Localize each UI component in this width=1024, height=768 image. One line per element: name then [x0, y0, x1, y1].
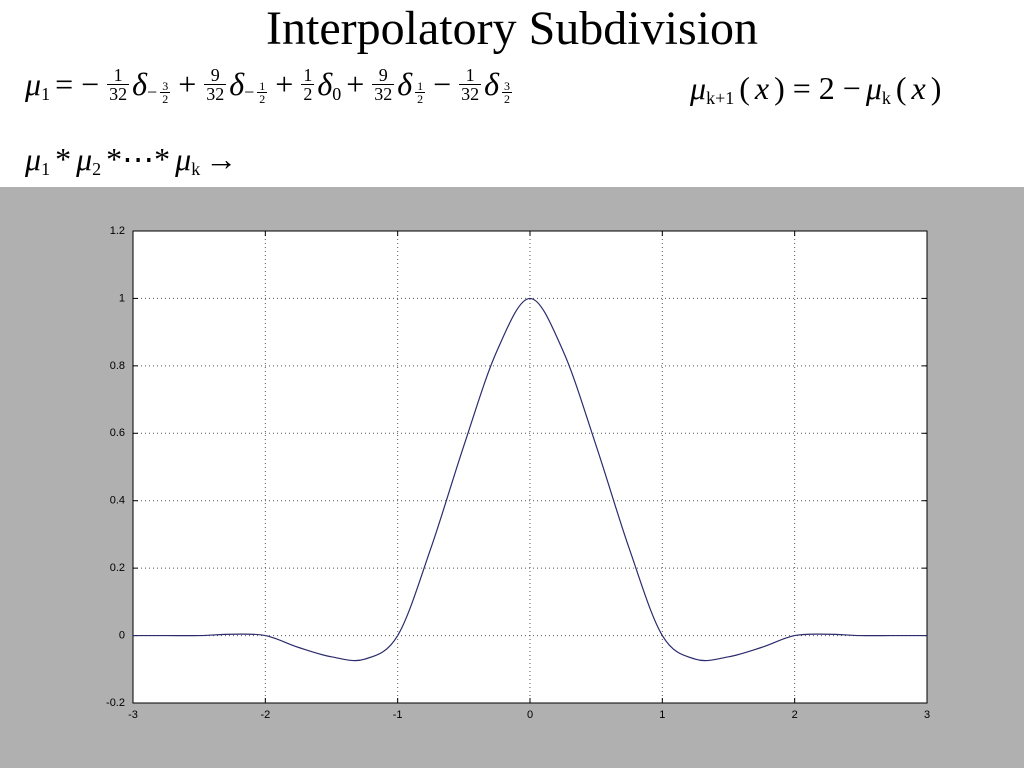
symbol: μ: [76, 140, 93, 177]
formula: μ k+1(x) = 2 − μ k(x): [690, 70, 946, 108]
numerator: 9: [378, 65, 388, 85]
y-tick-label: 1: [119, 292, 125, 304]
x-tick-label: 1: [659, 709, 665, 721]
fraction: 9 32: [204, 65, 227, 104]
chart: -0.2 0 0.2 0.4 0.6 0.8 1 1.2 -3 -2 -1 0 1 2 3: [0, 187, 1024, 768]
symbol: x: [911, 70, 926, 106]
subscript: k+1: [706, 88, 735, 108]
operator: *: [55, 140, 72, 177]
subscript: −1 2: [244, 80, 270, 105]
operator: −: [433, 66, 452, 102]
subscript: 2: [92, 159, 102, 179]
numerator: 1: [259, 79, 266, 93]
subscript: 1: [41, 159, 51, 179]
y-tick-label: -0.2: [106, 697, 125, 709]
fraction: 9 32: [372, 65, 395, 104]
operator: +: [346, 66, 365, 102]
denominator: 2: [301, 84, 315, 104]
operator: ): [930, 70, 942, 106]
denominator: 32: [459, 84, 482, 104]
y-tick-label: 0.6: [110, 427, 125, 439]
denominator: 2: [502, 92, 513, 106]
denominator: 2: [257, 92, 268, 106]
y-tick-label: 0.2: [110, 562, 125, 574]
operator: (: [895, 70, 907, 106]
denominator: 32: [204, 84, 227, 104]
slide-title: Interpolatory Subdivision: [266, 2, 758, 55]
operator: ) = 2 −: [774, 70, 861, 106]
numerator: 1: [113, 65, 123, 85]
operator: +: [178, 66, 197, 102]
subscript: 1: [41, 84, 51, 104]
symbol: δ: [132, 66, 148, 102]
denominator: 32: [372, 84, 395, 104]
numerator: 3: [162, 79, 169, 93]
data-line: [133, 297, 927, 662]
symbol: x: [754, 70, 770, 106]
x-tick-label: 3: [924, 709, 930, 721]
operator: →: [205, 140, 238, 177]
subscript: −3 2: [147, 80, 173, 105]
symbol: δ: [229, 66, 245, 102]
symbol: δ: [484, 66, 500, 102]
symbol: μ: [25, 66, 42, 102]
symbol: δ: [397, 66, 413, 102]
numerator: 1: [303, 65, 313, 85]
operator: +: [275, 66, 294, 102]
numerator: 1: [417, 79, 424, 93]
subscript: k: [881, 88, 891, 108]
denominator: 2: [415, 92, 426, 106]
y-tick-label: 0.4: [110, 495, 125, 507]
denominator: 2: [160, 92, 171, 106]
subscript-sign: −: [147, 82, 158, 102]
operator: *⋯*: [106, 141, 171, 177]
numerator: 3: [504, 79, 511, 93]
symbol: δ: [317, 66, 333, 102]
symbol: μ: [690, 70, 707, 106]
x-tick-label: 2: [792, 709, 798, 721]
formula: μ 1 = −1 32 δ −3 2 +9 32 δ −1 2 +1 2 δ 0 +9 32 δ 1 2−1 32 δ 3 2: [25, 65, 515, 105]
plot-frame: [132, 230, 928, 704]
numerator: 9: [210, 65, 220, 85]
subscript: 0: [332, 84, 342, 104]
x-tick-label: -2: [260, 709, 270, 721]
numerator: 1: [465, 65, 475, 85]
x-tick-label: 0: [527, 709, 533, 721]
symbol: μ: [175, 140, 192, 177]
y-tick-label: 1.2: [110, 225, 125, 237]
x-tick-label: -1: [393, 709, 403, 721]
y-tick-label: 0: [119, 629, 125, 641]
fraction: 1 32: [107, 65, 130, 104]
subscript-sign: −: [244, 82, 255, 102]
y-tick-label: 0.8: [110, 360, 125, 372]
operator: = −: [55, 66, 100, 102]
denominator: 32: [107, 84, 130, 104]
x-tick-label: -3: [128, 709, 138, 721]
symbol: μ: [25, 140, 42, 177]
operator: (: [739, 70, 750, 106]
subscript: k: [191, 159, 201, 179]
formula: μ 1 * μ 2 *⋯* μ k →: [25, 140, 242, 180]
symbol: μ: [865, 70, 882, 106]
fraction: 1 32: [459, 65, 482, 104]
